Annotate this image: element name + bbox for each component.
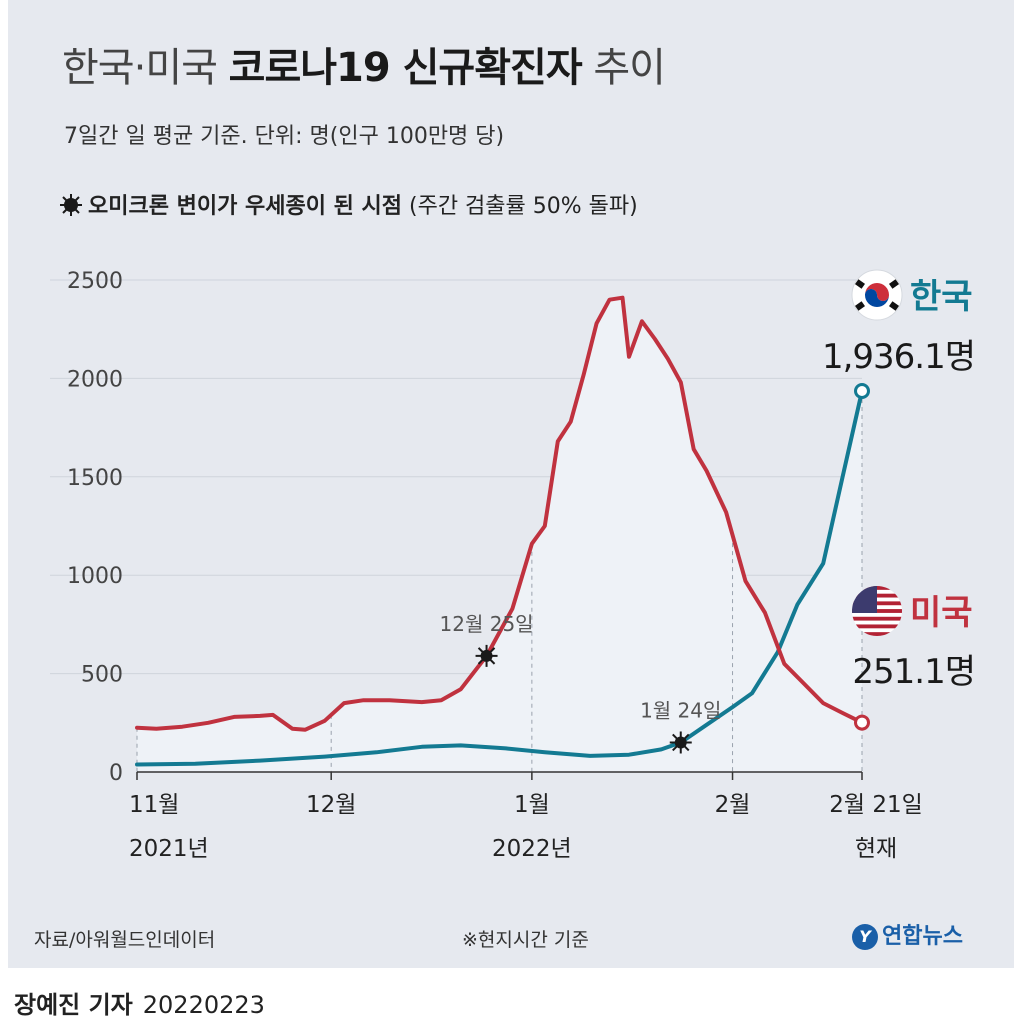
- x-tick-label: 2월 21일: [829, 792, 923, 818]
- trigram: [855, 301, 865, 311]
- x-tick-sublabel: 2021년: [129, 836, 209, 862]
- flag-body: [852, 586, 902, 636]
- x-tick-label: 1월: [514, 792, 550, 818]
- yonhap-logo: Y 연합뉴스: [852, 918, 963, 950]
- reporter-name: 장예진 기자: [14, 991, 133, 1019]
- x-tick-label: 12월: [306, 792, 356, 818]
- subtitle: 7일간 일 평균 기준. 단위: 명(인구 100만명 당): [64, 124, 505, 149]
- y-tick-label: 1000: [67, 564, 123, 589]
- taeguk-red: [865, 283, 889, 301]
- omicron-note-normal: (주간 검출률 50% 돌파): [402, 194, 638, 219]
- x-tick-label: 2월: [715, 792, 751, 818]
- title-part2: 코로나19 신규확진자: [228, 45, 583, 91]
- omicron-virus-icon: [474, 643, 499, 668]
- korea-end-value: 1,936.1명: [822, 337, 975, 377]
- korea-flag-icon: [851, 269, 903, 321]
- omicron-date-label: 12월 25일: [440, 612, 534, 636]
- omicron-legend: 오미크론 변이가 우세종이 된 시점 (주간 검출률 50% 돌파): [58, 188, 638, 220]
- taeguk-blue: [865, 289, 889, 307]
- title-part1: 한국·미국: [62, 45, 229, 91]
- logo-mark-icon: Y: [852, 924, 878, 950]
- trigram: [889, 301, 899, 311]
- flag-stripe: [852, 612, 902, 618]
- flag-stripe: [852, 624, 902, 629]
- korea-line: [135, 389, 864, 767]
- chart-area-fill: [137, 297, 862, 772]
- usa-end-value: 251.1명: [852, 652, 975, 692]
- y-tick-label: 0: [109, 761, 123, 786]
- page-title: 한국·미국 코로나19 신규확진자 추이: [62, 40, 666, 96]
- x-tick-sublabel: 2022년: [492, 836, 572, 862]
- publish-date: 20220223: [142, 991, 265, 1019]
- line-chart: 0 500 1000 1500 2000 2500 11월 2021년 12월 1월 2022년 2월…: [50, 269, 976, 862]
- virus-icon: [60, 194, 82, 216]
- source-note: 자료/아워월드인데이터: [34, 929, 216, 951]
- footnote: ※현지시간 기준: [462, 929, 589, 951]
- flag-stripe: [852, 628, 902, 633]
- title-part3: 추이: [581, 45, 666, 91]
- y-tick-label: 2500: [67, 269, 123, 294]
- usa-line: [135, 295, 864, 732]
- y-tick-label: 2000: [67, 367, 123, 392]
- usa-end-point: [854, 714, 870, 731]
- usa-flag-icon: [852, 586, 902, 636]
- trigram: [889, 279, 899, 289]
- usa-series-name: 미국: [910, 593, 973, 633]
- flag-stripe: [852, 616, 902, 621]
- flag-stripe: [852, 620, 902, 625]
- y-tick-label: 500: [81, 663, 123, 688]
- omicron-date-label: 1월 24일: [640, 698, 721, 722]
- omicron-note-bold: 오미크론 변이가 우세종이 된 시점: [88, 194, 402, 219]
- y-tick-label: 1500: [67, 466, 123, 491]
- korea-series-name: 한국: [910, 277, 973, 317]
- omicron-virus-icon: [668, 730, 693, 755]
- x-tick-label: 11월: [129, 792, 179, 818]
- x-tick-sublabel: 현재: [855, 836, 897, 862]
- trigram: [855, 279, 865, 289]
- credit-line: 장예진 기자 20220223: [14, 985, 265, 1020]
- logo-text: 연합뉴스: [882, 924, 963, 949]
- flag-stripe: [852, 632, 902, 636]
- korea-end-point: [854, 382, 870, 399]
